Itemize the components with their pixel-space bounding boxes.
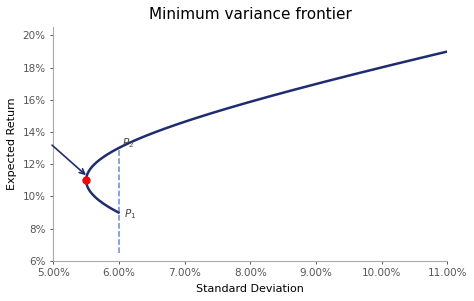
Title: Minimum variance frontier: Minimum variance frontier	[149, 7, 352, 22]
Text: $P_1$: $P_1$	[124, 207, 137, 221]
Text: $P_2$: $P_2$	[122, 136, 134, 150]
X-axis label: Standard Deviation: Standard Deviation	[196, 284, 304, 294]
Y-axis label: Expected Return: Expected Return	[7, 98, 17, 190]
